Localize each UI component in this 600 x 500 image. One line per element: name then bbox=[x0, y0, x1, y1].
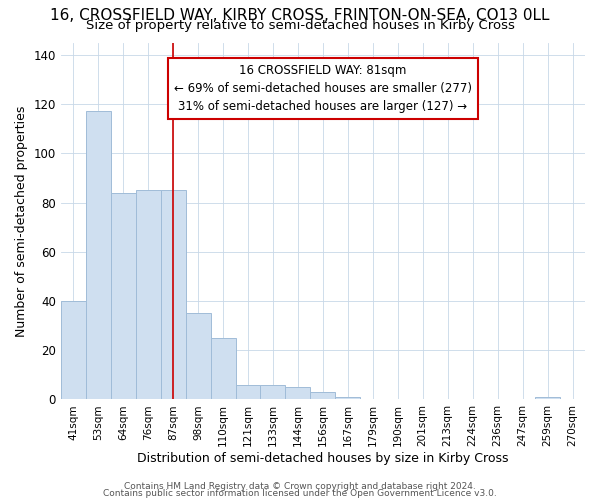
Text: 16, CROSSFIELD WAY, KIRBY CROSS, FRINTON-ON-SEA, CO13 0LL: 16, CROSSFIELD WAY, KIRBY CROSS, FRINTON… bbox=[50, 8, 550, 22]
Text: Contains public sector information licensed under the Open Government Licence v3: Contains public sector information licen… bbox=[103, 489, 497, 498]
Bar bbox=[136, 190, 161, 400]
Text: Size of property relative to semi-detached houses in Kirby Cross: Size of property relative to semi-detach… bbox=[86, 18, 514, 32]
Text: 16 CROSSFIELD WAY: 81sqm
← 69% of semi-detached houses are smaller (277)
31% of : 16 CROSSFIELD WAY: 81sqm ← 69% of semi-d… bbox=[174, 64, 472, 113]
Bar bbox=[161, 190, 185, 400]
Bar bbox=[211, 338, 236, 400]
X-axis label: Distribution of semi-detached houses by size in Kirby Cross: Distribution of semi-detached houses by … bbox=[137, 452, 509, 465]
Bar bbox=[111, 192, 136, 400]
Bar bbox=[185, 314, 211, 400]
Bar bbox=[86, 112, 111, 400]
Bar bbox=[236, 384, 260, 400]
Y-axis label: Number of semi-detached properties: Number of semi-detached properties bbox=[15, 106, 28, 336]
Bar bbox=[310, 392, 335, 400]
Bar bbox=[260, 384, 286, 400]
Text: Contains HM Land Registry data © Crown copyright and database right 2024.: Contains HM Land Registry data © Crown c… bbox=[124, 482, 476, 491]
Bar bbox=[535, 397, 560, 400]
Bar bbox=[61, 301, 86, 400]
Bar bbox=[286, 387, 310, 400]
Bar bbox=[335, 397, 361, 400]
